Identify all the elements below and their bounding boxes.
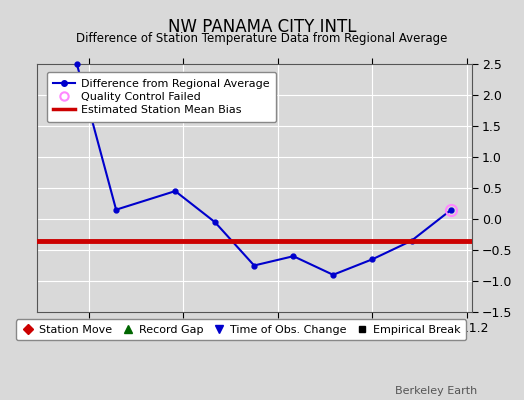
Legend: Difference from Regional Average, Quality Control Failed, Estimated Station Mean: Difference from Regional Average, Qualit… [47,72,276,122]
Text: Difference of Station Temperature Data from Regional Average: Difference of Station Temperature Data f… [77,32,447,45]
Legend: Station Move, Record Gap, Time of Obs. Change, Empirical Break: Station Move, Record Gap, Time of Obs. C… [16,319,466,340]
Text: Berkeley Earth: Berkeley Earth [395,386,477,396]
Text: NW PANAMA CITY INTL: NW PANAMA CITY INTL [168,18,356,36]
